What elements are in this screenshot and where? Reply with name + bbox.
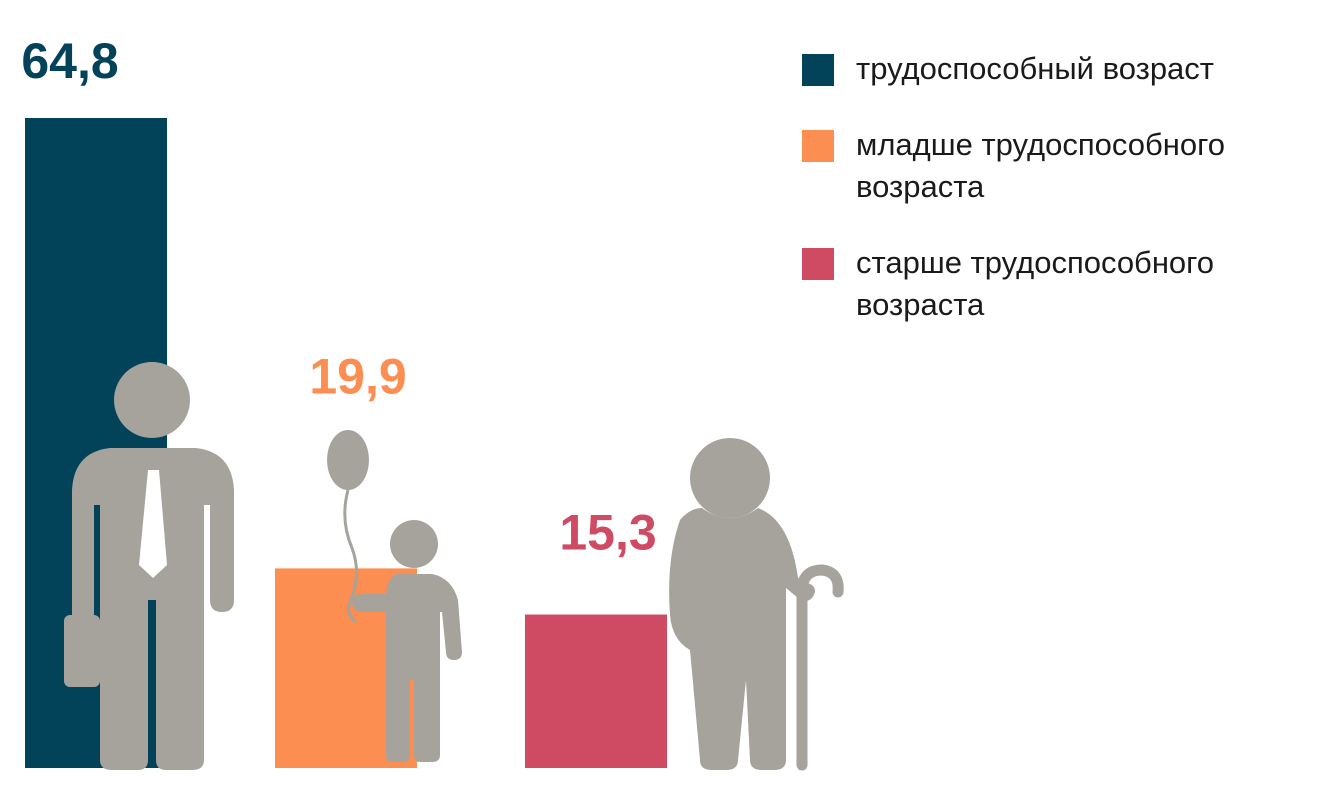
legend-label: старше трудоспособного возраста [856,245,1215,322]
man-with-briefcase-icon [64,362,234,770]
legend-item-below-working-age: младше трудоспособного возраста [800,124,1310,208]
legend-swatch [802,54,834,86]
value-label-3: 15,3 [559,505,656,561]
elderly-person-with-cane-icon [669,438,844,771]
legend-label: младше трудоспособного возраста [856,127,1225,204]
legend-item-working-age: трудоспособный возраст [800,48,1310,90]
value-label-2: 19,9 [309,348,406,404]
bar-3 [525,614,667,768]
legend-swatch [802,248,834,280]
value-labels-layer: 64,8 19,9 15,3 [21,33,656,561]
legend-swatch [802,130,834,162]
child-with-balloon-icon [327,430,462,762]
legend: трудоспособный возраст младше трудоспосо… [800,48,1310,360]
value-label-1: 64,8 [21,33,118,89]
legend-label: трудоспособный возраст [856,51,1214,86]
legend-item-above-working-age: старше трудоспособного возраста [800,242,1310,326]
